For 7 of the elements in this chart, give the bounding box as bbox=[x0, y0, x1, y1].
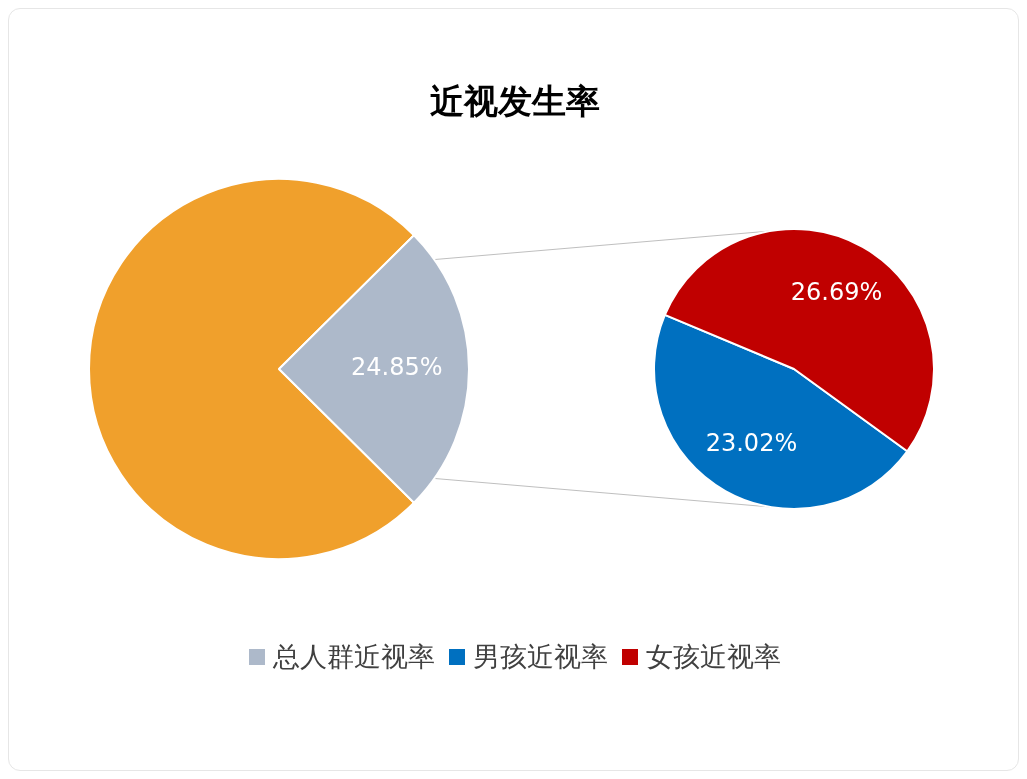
legend-label: 男孩近视率 bbox=[472, 640, 608, 674]
data-label: 26.69% bbox=[790, 277, 883, 306]
data-label: 24.85% bbox=[351, 353, 443, 382]
chart-title: 近视发生率 bbox=[428, 80, 601, 123]
legend-label: 总人群近视率 bbox=[272, 640, 435, 674]
legend-label: 女孩近视率 bbox=[645, 640, 781, 674]
data-label: 23.02% bbox=[705, 428, 798, 457]
